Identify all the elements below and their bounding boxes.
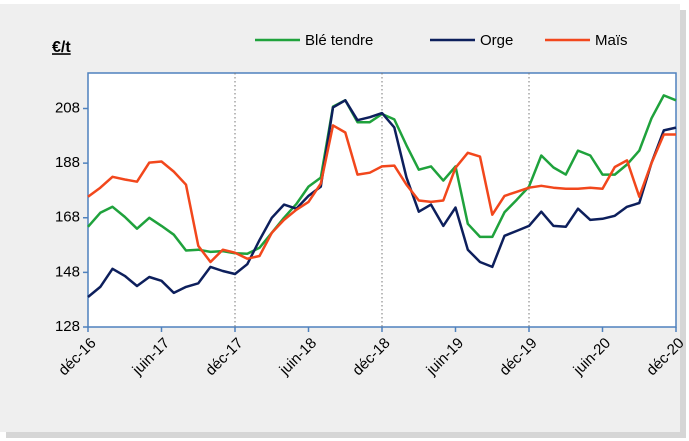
series-line — [87, 124, 676, 264]
y-tick-label: 148 — [55, 263, 80, 280]
legend-label: Maïs — [595, 32, 628, 49]
y-tick-label: 168 — [55, 209, 80, 226]
y-tick-label: 208 — [55, 99, 80, 116]
legend-label: Blé tendre — [305, 32, 373, 49]
plot-area — [87, 72, 677, 328]
series-line — [87, 99, 677, 298]
y-tick-label: 128 — [55, 318, 80, 335]
y-tick-label: 188 — [55, 154, 80, 171]
legend-label: Orge — [480, 32, 513, 49]
unit-label: €/t — [52, 39, 71, 56]
